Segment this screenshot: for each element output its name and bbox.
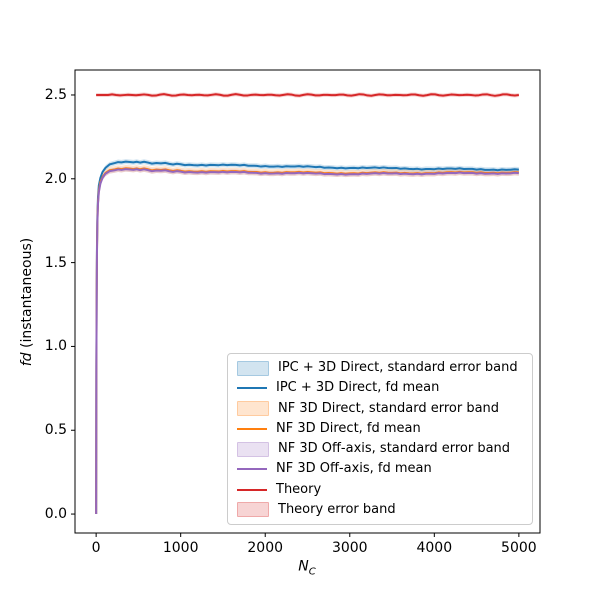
- legend-item: Theory error band: [237, 501, 524, 518]
- x-tick-label: 1000: [162, 540, 199, 556]
- legend-line-swatch: [237, 463, 267, 476]
- legend-item: IPC + 3D Direct, fd mean: [237, 381, 524, 395]
- legend-band-swatch: [237, 401, 269, 417]
- legend-line-swatch: [237, 422, 267, 435]
- legend-band-swatch: [237, 441, 269, 457]
- x-axis-label-symbol: N: [298, 558, 309, 575]
- legend-label: Theory: [276, 481, 322, 497]
- y-tick-label: 2.5: [44, 86, 67, 103]
- legend-line-swatch: [237, 483, 267, 496]
- x-axis-label: NC: [298, 559, 315, 578]
- axes-spines: [74, 69, 541, 534]
- legend-box: IPC + 3D Direct, standard error band IPC …: [227, 353, 533, 525]
- legend-band-swatch: [237, 502, 269, 518]
- legend-item: Theory: [237, 481, 524, 497]
- legend-label: IPC + 3D Direct, fd mean: [276, 380, 440, 396]
- legend-item: NF 3D Off-axis, fd mean: [237, 462, 524, 476]
- series-line-ipc-3d-direct: [95, 160, 519, 515]
- x-tick-label: 2000: [247, 540, 284, 556]
- legend-label: NF 3D Direct, standard error band: [278, 400, 500, 416]
- y-tick-label: 2.0: [44, 170, 67, 187]
- y-axis-label-rest: (instantaneous): [19, 237, 35, 352]
- legend-label: NF 3D Off-axis, standard error band: [278, 441, 511, 457]
- y-tick-label: 0.5: [44, 422, 67, 439]
- y-tick-label: 1.0: [44, 338, 67, 355]
- legend-label: Theory error band: [278, 501, 396, 517]
- series-line-nf-3d-off-axis: [95, 168, 519, 515]
- x-tick-label: 3000: [331, 540, 368, 556]
- x-tick-label: 5000: [501, 540, 537, 556]
- x-tick-label: 0: [91, 540, 101, 556]
- y-tick-label: 1.5: [44, 254, 67, 271]
- legend-item: IPC + 3D Direct, standard error band: [237, 360, 524, 376]
- series-line-theory: [96, 93, 519, 97]
- legend-label: IPC + 3D Direct, standard error band: [278, 360, 518, 375]
- legend-label: NF 3D Off-axis, fd mean: [276, 461, 432, 477]
- x-axis-label-subscript: C: [308, 566, 316, 578]
- legend-band-swatch: [237, 360, 269, 376]
- y-axis-label: fd (instantaneous): [19, 237, 35, 366]
- y-axis-label-symbol: fd: [19, 351, 35, 366]
- x-tick-label: 4000: [416, 540, 453, 556]
- legend-item: NF 3D Direct, fd mean: [237, 420, 524, 436]
- legend-label: NF 3D Direct, fd mean: [276, 420, 421, 436]
- y-tick-label: 0.0: [44, 506, 67, 523]
- legend-item: NF 3D Direct, standard error band: [237, 400, 524, 417]
- legend-item: NF 3D Off-axis, standard error band: [237, 441, 524, 457]
- legend-line-swatch: [237, 382, 267, 395]
